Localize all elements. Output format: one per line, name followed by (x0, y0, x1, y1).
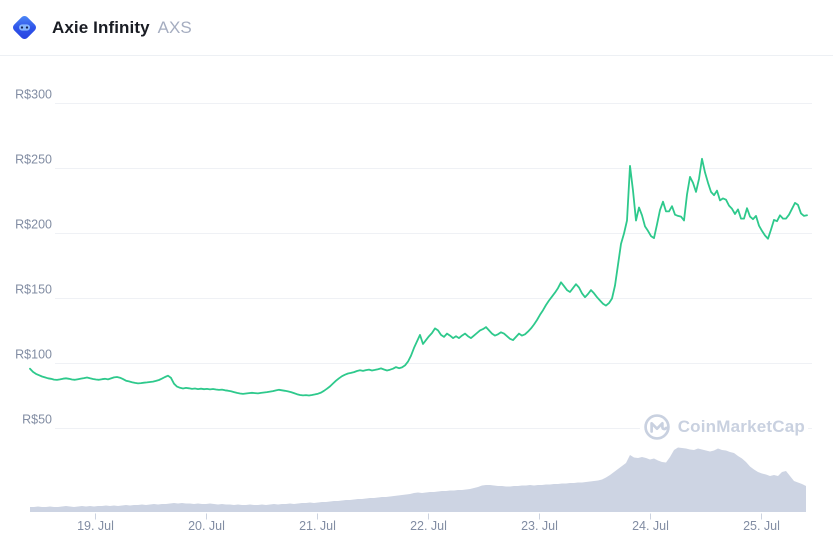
x-axis-label: 20. Jul (188, 519, 225, 533)
x-axis-label: 22. Jul (410, 519, 447, 533)
y-axis-label: R$200 (15, 218, 52, 232)
x-axis-label: 24. Jul (632, 519, 669, 533)
y-axis-label: R$150 (15, 283, 52, 297)
volume-area (30, 447, 806, 512)
watermark-text: CoinMarketCap (677, 417, 805, 436)
y-axis-label: R$50 (22, 413, 52, 427)
page-title: Axie Infinity (52, 17, 150, 37)
y-axis-label: R$250 (15, 153, 52, 167)
x-axis-label: 21. Jul (299, 519, 336, 533)
coinmarketcap-logo-icon (643, 414, 670, 440)
y-axis-label: R$300 (15, 88, 52, 102)
axie-infinity-logo-icon (10, 13, 39, 42)
x-axis-label: 23. Jul (521, 519, 558, 533)
price-line (29, 157, 808, 397)
y-axis-label: R$100 (15, 348, 52, 362)
header: Axie Infinity AXS (0, 0, 833, 56)
coinmarketcap-watermark: CoinMarketCap (639, 411, 808, 443)
x-axis-label: 25. Jul (743, 519, 780, 533)
coin-symbol: AXS (157, 17, 192, 37)
x-axis-label: 19. Jul (77, 519, 114, 533)
